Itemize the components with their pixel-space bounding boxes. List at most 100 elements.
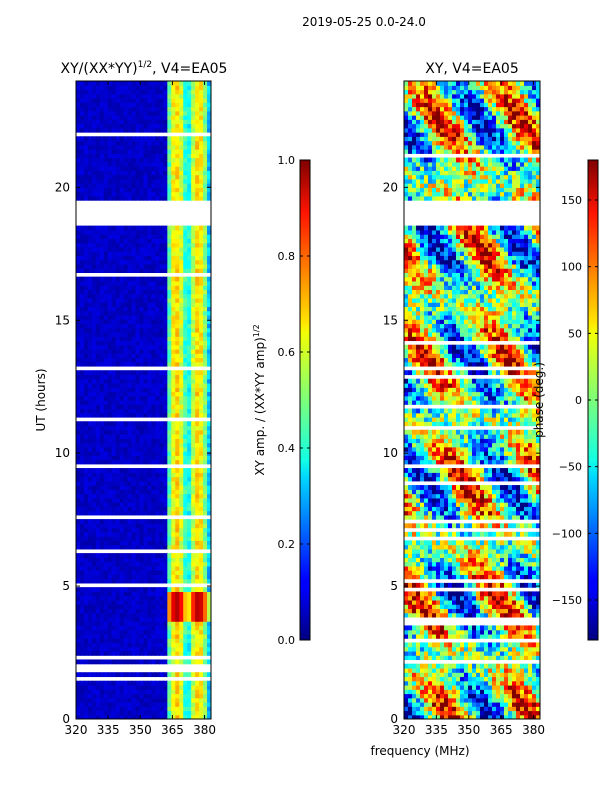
left-heat-cell (203, 497, 208, 503)
right-heat-cell (512, 710, 517, 716)
left-heat-cell (76, 540, 81, 546)
left-heat-cell (76, 119, 81, 125)
right-heat-cell (460, 697, 465, 703)
left-heat-cell (143, 693, 149, 699)
left-heat-cell (179, 149, 184, 154)
left-heat-cell (79, 149, 85, 154)
left-heat-cell (107, 310, 113, 316)
left-heat-cell (123, 476, 129, 482)
left-heat-cell (187, 306, 192, 312)
left-heat-cell (115, 578, 121, 584)
left-heat-cell (191, 93, 196, 99)
left-heat-cell (107, 348, 113, 354)
left-heat-cell (79, 561, 85, 567)
left-heat-cell (151, 178, 157, 184)
left-heat-cell (79, 374, 85, 380)
left-heat-cell (191, 314, 196, 320)
right-heat-cell (476, 706, 481, 712)
left-heat-cell (163, 493, 168, 499)
left-heat-cell (163, 472, 168, 478)
left-heat-cell (155, 344, 160, 350)
left-heat-cell (207, 144, 211, 150)
right-heat-cell (512, 684, 517, 690)
left-heat-cell (95, 174, 101, 180)
right-heat-cell (460, 714, 465, 719)
left-heat-cell (195, 387, 200, 393)
right-heat-cell (480, 672, 485, 678)
left-heat-cell (147, 480, 153, 486)
left-heat-cell (103, 110, 109, 116)
left-heat-cell (111, 587, 117, 592)
left-heat-cell (76, 608, 81, 614)
left-heat-cell (135, 289, 141, 295)
left-heat-cell (199, 106, 204, 112)
left-heat-cell (91, 646, 97, 652)
left-heat-cell (175, 540, 180, 546)
right-heat-cell (468, 663, 473, 669)
right-heat-cell (488, 693, 493, 699)
left-heat-cell (131, 561, 137, 567)
left-heat-cell (171, 170, 176, 176)
left-heat-cell (135, 684, 141, 690)
left-heat-cell (167, 144, 172, 150)
left-heat-cell (123, 93, 129, 99)
left-heat-cell (103, 170, 109, 176)
left-heat-cell (103, 353, 109, 359)
left-heat-cell (103, 446, 109, 452)
left-heat-cell (123, 242, 129, 248)
left-heat-cell (123, 693, 129, 699)
left-heat-cell (203, 616, 208, 622)
left-heat-cell (183, 621, 188, 627)
left-heat-cell (187, 323, 192, 329)
left-heat-cell (195, 438, 200, 444)
left-heat-cell (147, 497, 153, 503)
left-heat-cell (199, 638, 204, 644)
left-heat-cell (111, 183, 117, 188)
left-heat-cell (79, 102, 85, 108)
left-heat-cell (131, 625, 137, 631)
left-heat-cell (203, 536, 208, 541)
left-heat-cell (175, 263, 180, 269)
right-heat-cell (436, 650, 441, 656)
left-heat-cell (187, 149, 192, 154)
left-heat-cell (199, 587, 204, 592)
left-heat-cell (179, 370, 184, 376)
left-heat-cell (167, 98, 172, 103)
left-heat-cell (95, 297, 101, 303)
left-heat-cell (175, 536, 180, 541)
left-heat-cell (76, 378, 81, 384)
left-heat-cell (171, 115, 176, 120)
left-heat-cell (91, 170, 97, 176)
left-heat-cell (99, 136, 105, 142)
left-heat-cell (76, 225, 81, 231)
left-heat-cell (199, 136, 204, 142)
left-heat-cell (175, 187, 180, 193)
left-heat-cell (127, 527, 133, 533)
left-heat-cell (107, 285, 113, 291)
left-heat-cell (155, 225, 160, 231)
left-heat-cell (175, 195, 180, 201)
right-heat-cell (528, 689, 533, 695)
left-heat-cell (151, 714, 157, 719)
left-heat-cell (115, 587, 121, 592)
left-heat-cell (123, 510, 129, 516)
right-heat-cell (476, 663, 481, 669)
left-heat-cell (139, 391, 145, 397)
left-heat-cell (127, 455, 133, 461)
left-heat-cell (179, 531, 184, 537)
left-heat-cell (147, 391, 153, 397)
left-heat-cell (147, 310, 153, 316)
left-heat-cell (167, 638, 172, 644)
left-heat-cell (175, 136, 180, 142)
left-heat-cell (123, 102, 129, 108)
left-heat-cell (119, 391, 125, 397)
left-heat-cell (87, 280, 93, 286)
left-heat-cell (151, 302, 157, 308)
left-heat-cell (159, 421, 164, 427)
left-heat-cell (87, 497, 93, 503)
left-heat-cell (143, 123, 149, 129)
left-heat-cell (127, 242, 133, 248)
left-heat-cell (91, 340, 97, 346)
right-heat-cell (436, 701, 441, 707)
left-heat-cell (135, 710, 141, 716)
